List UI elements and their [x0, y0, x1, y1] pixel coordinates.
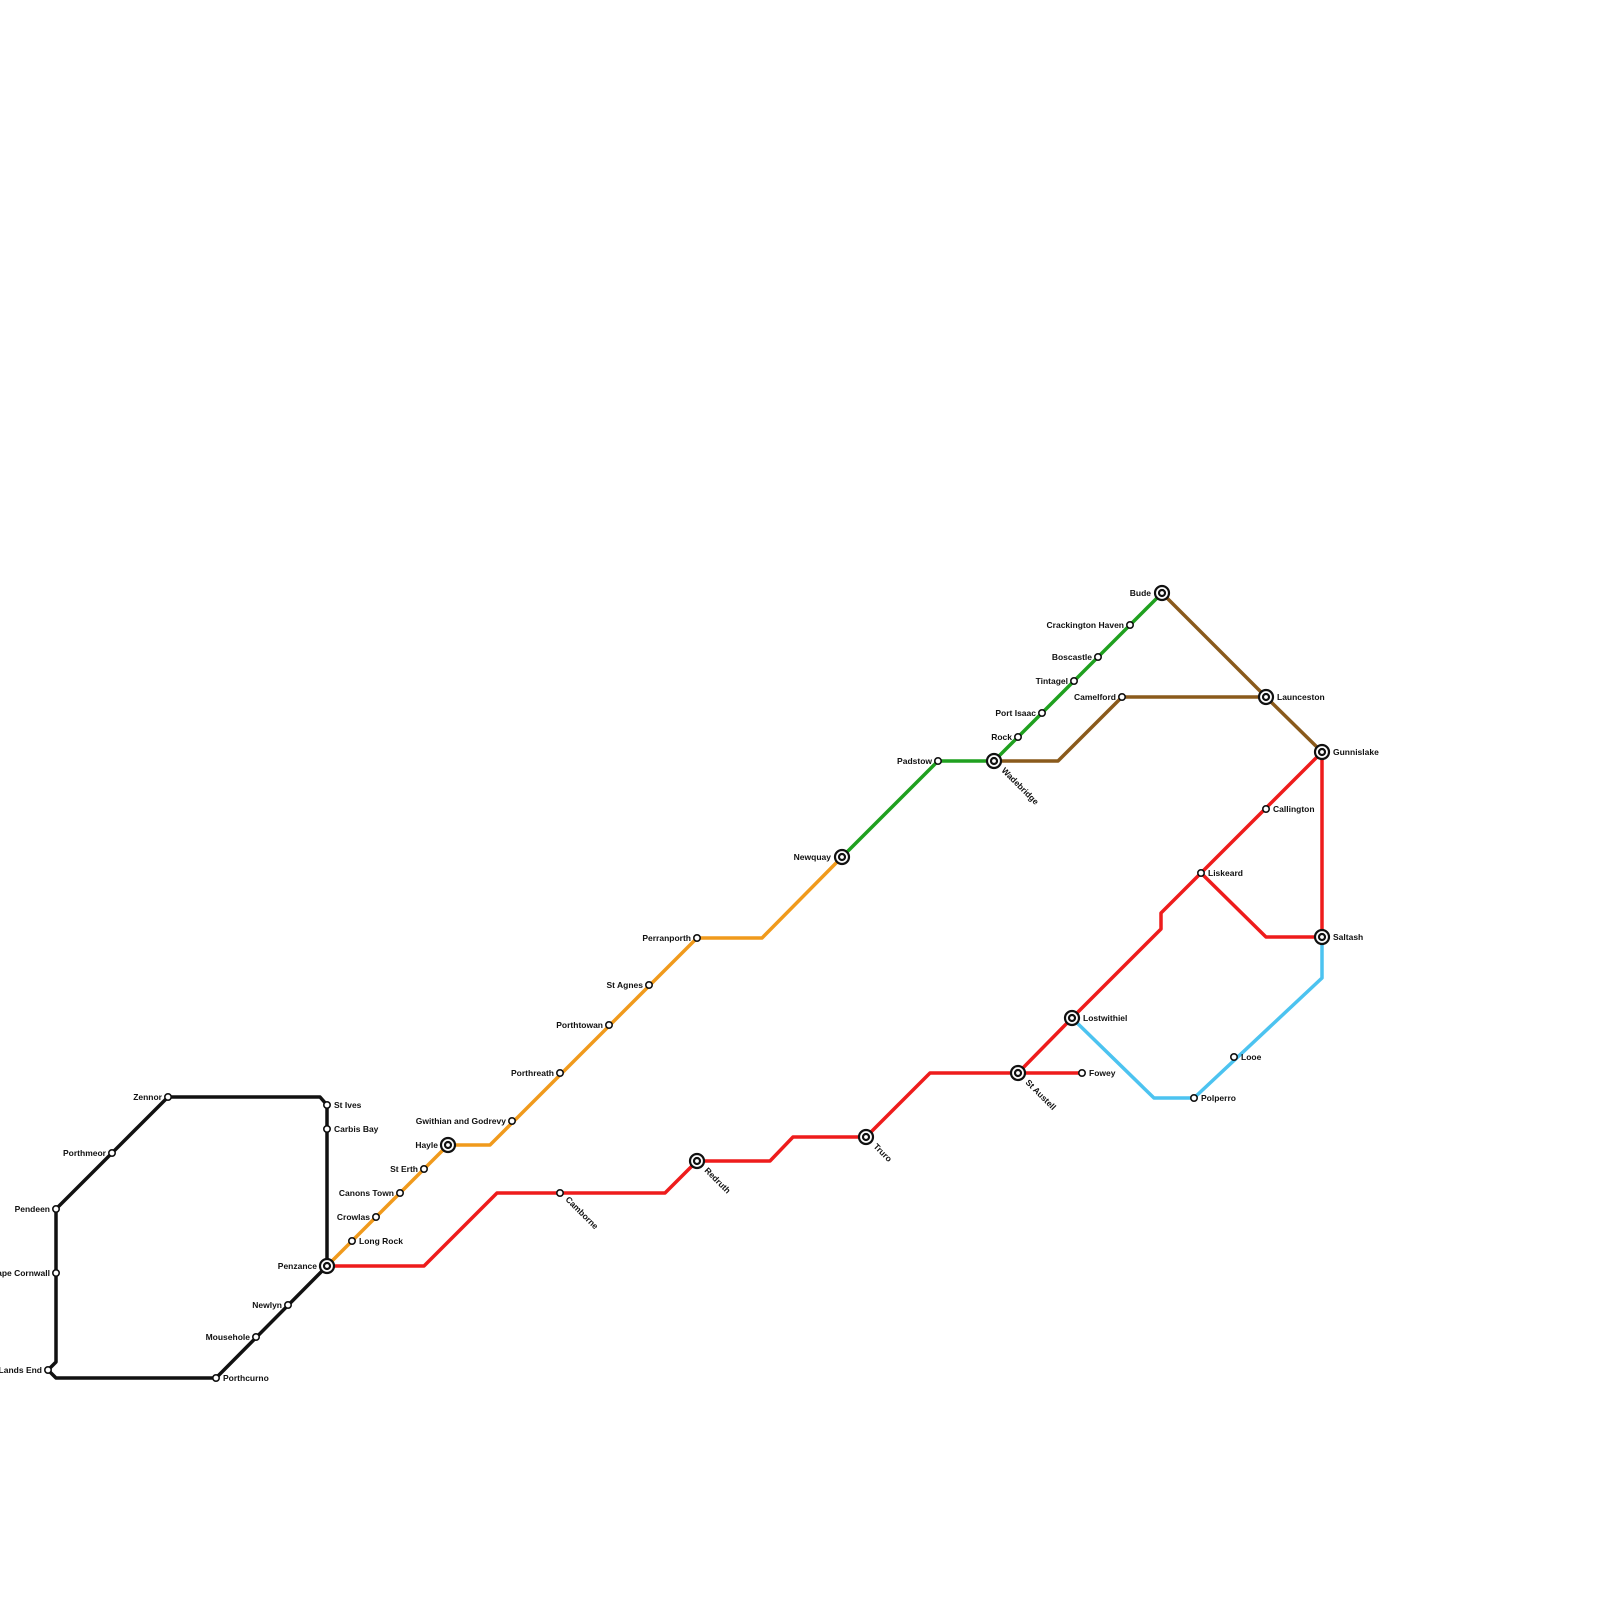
black-line	[46, 1095, 329, 1380]
label-perranporth: Perranporth	[642, 933, 691, 943]
stop-looe[interactable]	[1230, 1053, 1239, 1062]
label-wadebridge: Wadebridge	[1000, 765, 1041, 806]
label-gunnislake: Gunnislake	[1333, 747, 1379, 757]
hub-wadebridge[interactable]	[985, 752, 1003, 770]
hub-lostwithiel[interactable]	[1063, 1009, 1081, 1027]
hub-hayle[interactable]	[439, 1136, 457, 1154]
stop-crackington-haven[interactable]	[1126, 620, 1135, 629]
stop-porthcurno[interactable]	[212, 1374, 221, 1383]
label-zennor: Zennor	[133, 1092, 162, 1102]
stop-camborne[interactable]	[555, 1189, 564, 1198]
label-penzance: Penzance	[278, 1261, 317, 1271]
label-looe: Looe	[1241, 1052, 1262, 1062]
stop-porthreath[interactable]	[555, 1069, 564, 1078]
hub-gunnislake[interactable]	[1313, 743, 1331, 761]
hub-launceston[interactable]	[1257, 688, 1275, 706]
hub-stations	[318, 584, 1331, 1275]
label-bude: Bude	[1130, 588, 1152, 598]
label-long-rock: Long Rock	[359, 1236, 403, 1246]
stop-pendeen[interactable]	[51, 1205, 60, 1214]
stops	[43, 620, 1271, 1383]
stop-porthtowan[interactable]	[604, 1020, 613, 1029]
label-camelford: Camelford	[1074, 692, 1116, 702]
stop-canons-town[interactable]	[395, 1189, 404, 1198]
stop-gwithian[interactable]	[507, 1117, 516, 1126]
label-port-isaac: Port Isaac	[995, 708, 1036, 718]
label-st-ives: St Ives	[334, 1100, 362, 1110]
stop-st-ives[interactable]	[322, 1101, 331, 1110]
label-saltash: Saltash	[1333, 932, 1363, 942]
stop-lands-end[interactable]	[43, 1366, 52, 1375]
label-launceston: Launceston	[1277, 692, 1325, 702]
hub-bude[interactable]	[1153, 584, 1171, 602]
routes	[46, 591, 1324, 1380]
label-hayle: Hayle	[415, 1140, 438, 1150]
label-rock: Rock	[991, 732, 1012, 742]
brown-line	[992, 591, 1324, 763]
stop-crowlas[interactable]	[371, 1213, 380, 1222]
stop-boscastle[interactable]	[1094, 652, 1103, 661]
stop-callington[interactable]	[1262, 804, 1271, 813]
label-newquay: Newquay	[794, 852, 832, 862]
label-callington: Callington	[1273, 804, 1315, 814]
green-line	[840, 591, 1164, 859]
label-lostwithiel: Lostwithiel	[1083, 1013, 1127, 1023]
label-fowey: Fowey	[1089, 1068, 1116, 1078]
label-truro: Truro	[872, 1141, 894, 1163]
stop-cape-cornwall[interactable]	[51, 1269, 60, 1278]
label-porthmeor: Porthmeor	[63, 1148, 107, 1158]
stop-st-erth[interactable]	[419, 1165, 428, 1174]
stop-porthmeor[interactable]	[108, 1149, 117, 1158]
label-porthtowan: Porthtowan	[556, 1020, 603, 1030]
stop-newlyn[interactable]	[283, 1301, 292, 1310]
hub-redruth[interactable]	[688, 1152, 706, 1170]
label-st-agnes: St Agnes	[606, 980, 643, 990]
label-st-austell: St Austell	[1024, 1077, 1059, 1112]
label-st-erth: St Erth	[390, 1164, 418, 1174]
stop-port-isaac[interactable]	[1038, 708, 1047, 717]
label-mousehole: Mousehole	[206, 1332, 251, 1342]
label-cape-cornwall: Cape Cornwall	[0, 1268, 50, 1278]
stop-mousehole[interactable]	[252, 1333, 261, 1342]
stop-fowey[interactable]	[1078, 1069, 1087, 1078]
label-gwithian: Gwithian and Godrevy	[416, 1116, 506, 1126]
stop-liskeard[interactable]	[1197, 868, 1206, 877]
stop-tintagel[interactable]	[1070, 676, 1079, 685]
label-camborne: Camborne	[564, 1194, 601, 1231]
hub-newquay[interactable]	[833, 848, 851, 866]
label-pendeen: Pendeen	[15, 1204, 50, 1214]
hub-st-austell[interactable]	[1009, 1064, 1027, 1082]
red-line-main	[325, 750, 1324, 1268]
stop-long-rock[interactable]	[347, 1237, 356, 1246]
station-labels: Zennor St Ives Carbis Bay Porthmeor Pend…	[0, 588, 1379, 1383]
label-polperro: Polperro	[1201, 1093, 1236, 1103]
label-tintagel: Tintagel	[1036, 676, 1068, 686]
hub-truro[interactable]	[857, 1128, 875, 1146]
hub-saltash[interactable]	[1313, 928, 1331, 946]
stop-zennor[interactable]	[164, 1093, 173, 1102]
stop-carbis-bay[interactable]	[322, 1125, 331, 1134]
label-canons-town: Canons Town	[339, 1188, 394, 1198]
label-redruth: Redruth	[703, 1165, 733, 1195]
hub-penzance[interactable]	[318, 1257, 336, 1275]
label-carbis-bay: Carbis Bay	[334, 1124, 379, 1134]
stop-rock[interactable]	[1013, 732, 1022, 741]
stop-polperro[interactable]	[1190, 1094, 1199, 1103]
label-padstow: Padstow	[897, 756, 932, 766]
label-porthreath: Porthreath	[511, 1068, 554, 1078]
stop-perranporth[interactable]	[692, 933, 701, 942]
label-crackington-haven: Crackington Haven	[1047, 620, 1124, 630]
stop-padstow[interactable]	[933, 756, 942, 765]
label-newlyn: Newlyn	[252, 1300, 282, 1310]
label-crowlas: Crowlas	[337, 1212, 370, 1222]
label-liskeard: Liskeard	[1208, 868, 1243, 878]
stop-st-agnes[interactable]	[644, 980, 653, 989]
label-lands-end: Lands End	[0, 1365, 42, 1375]
label-boscastle: Boscastle	[1052, 652, 1092, 662]
label-porthcurno: Porthcurno	[223, 1373, 269, 1383]
stop-camelford[interactable]	[1118, 692, 1127, 701]
orange-line	[325, 855, 844, 1268]
